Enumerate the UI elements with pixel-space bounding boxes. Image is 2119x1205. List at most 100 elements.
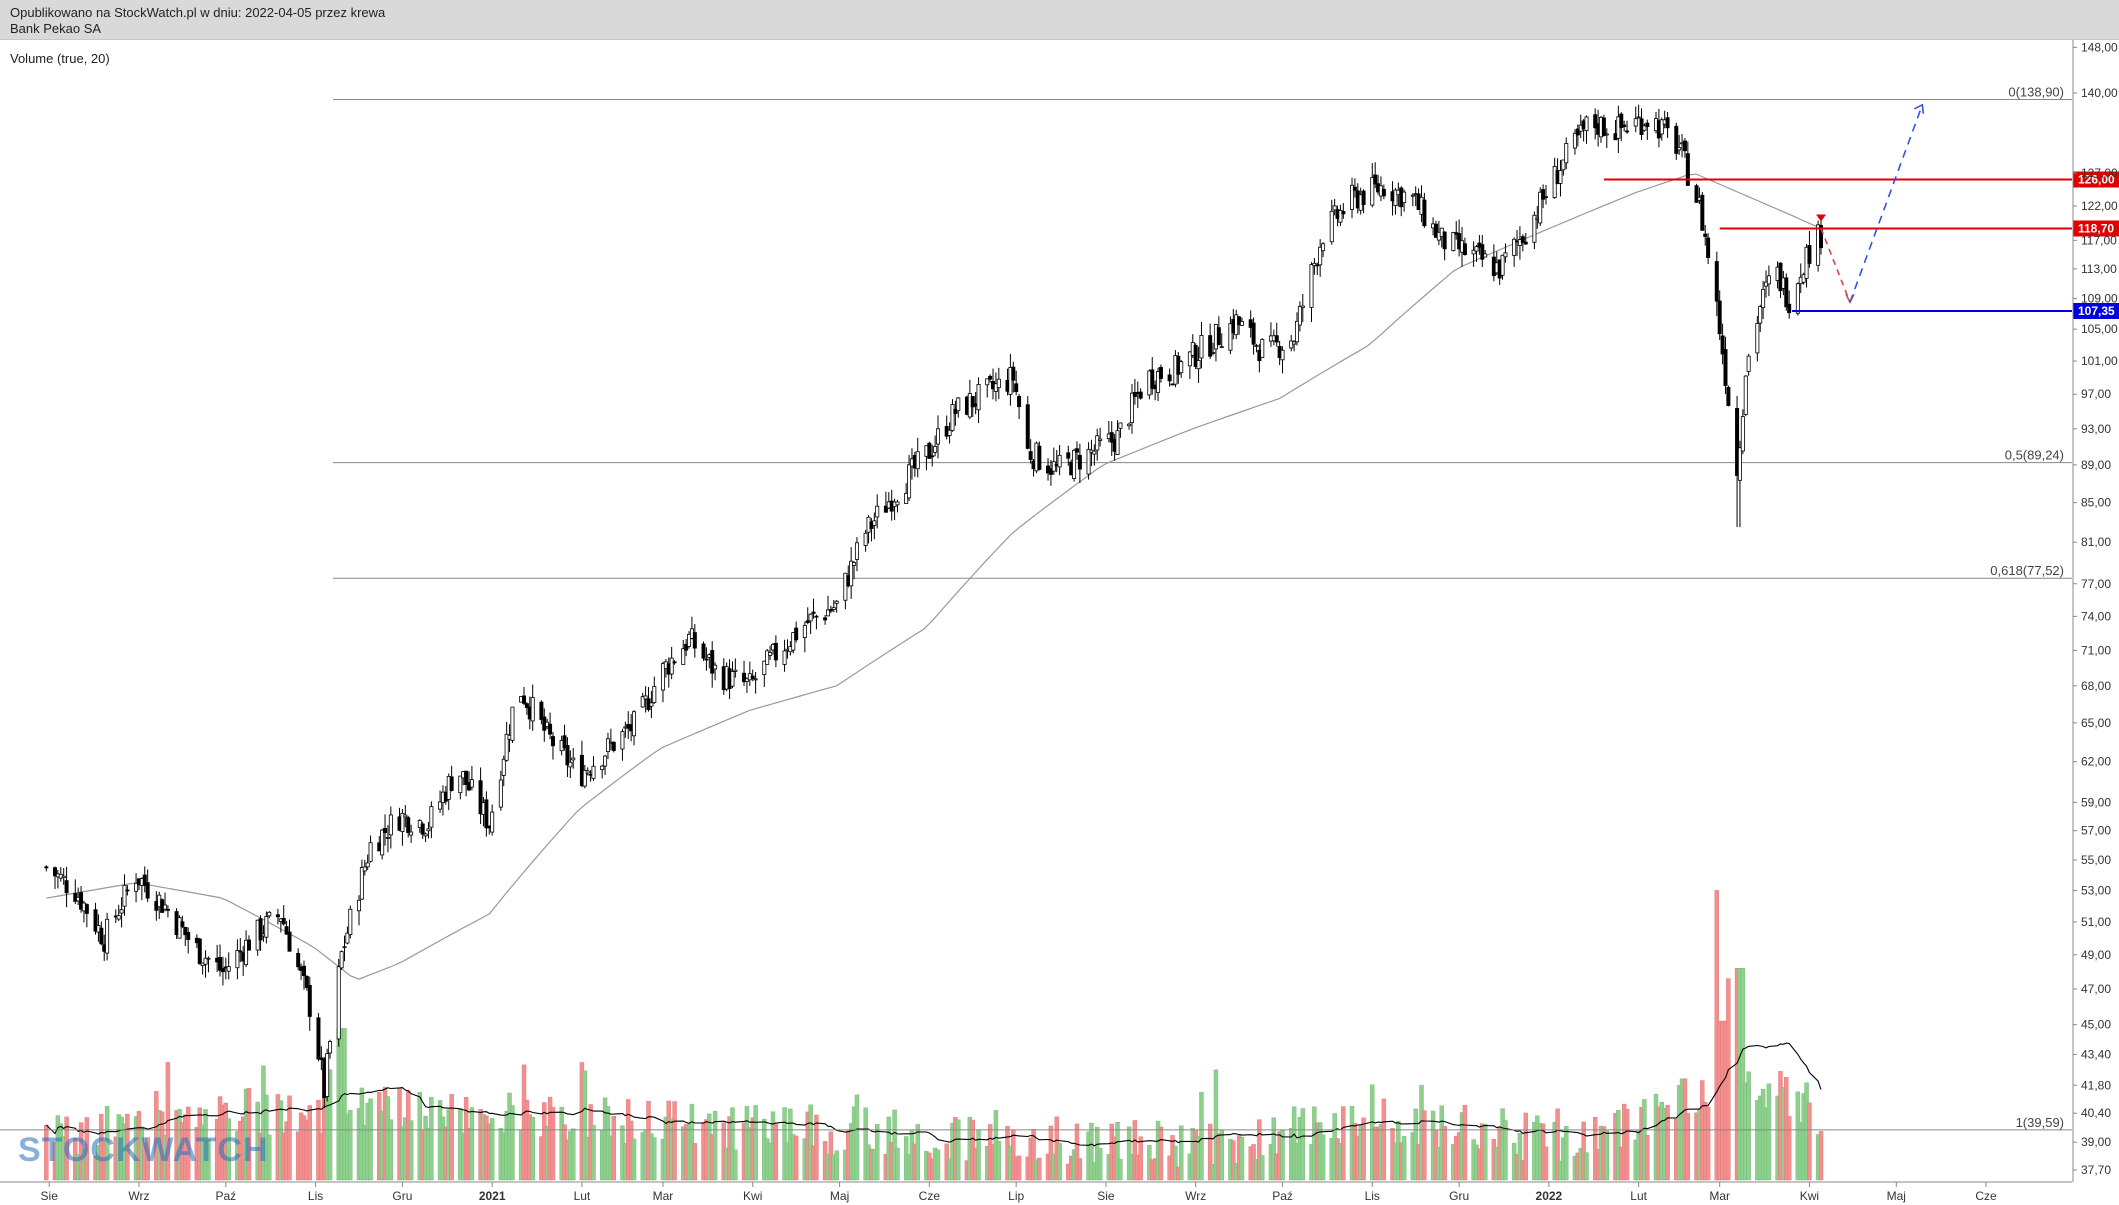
candle-body (163, 904, 168, 910)
candle-body (1341, 211, 1346, 215)
volume-bar (1543, 1146, 1549, 1181)
candle-body (828, 609, 833, 612)
candle-body (669, 657, 674, 675)
candle-body (1216, 327, 1221, 346)
candle-body (1057, 454, 1062, 468)
volume-bar (875, 1123, 880, 1181)
y-tick-label: 122,00 (2081, 199, 2118, 213)
candle-body (388, 814, 393, 836)
candle-body (1538, 191, 1543, 224)
candle-body (275, 914, 280, 918)
volume-ma-line (45, 1042, 1822, 1147)
instrument-name: Bank Pekao SA (10, 21, 102, 36)
candle-body (571, 757, 576, 761)
candle-body (591, 765, 596, 779)
candle-body (1199, 335, 1204, 359)
candle-body (1332, 205, 1337, 211)
candle-body (1700, 194, 1705, 231)
volume-indicator-label: Volume (true, 20) (10, 51, 110, 66)
candle-body (420, 823, 425, 835)
volume-bar (689, 1103, 695, 1181)
candle-body (1098, 438, 1103, 441)
candle-body (620, 731, 625, 750)
x-tick-label: Cze (919, 1189, 941, 1203)
volume-bar (1381, 1098, 1387, 1181)
volume-bar (1726, 978, 1731, 1181)
volume-bar (1300, 1108, 1305, 1181)
volume-bar (1482, 1123, 1488, 1181)
candle-body (504, 733, 509, 761)
candle-body (1011, 366, 1016, 381)
candle-body (1572, 132, 1577, 149)
volume-bar (1260, 1155, 1265, 1181)
volume-bar (1320, 1134, 1326, 1181)
candle-body (220, 967, 225, 973)
candle-body (1127, 423, 1132, 427)
volume-bar (1705, 1106, 1711, 1181)
candle-body (1138, 391, 1143, 399)
candle-body (145, 882, 150, 899)
volume-bar (1048, 1125, 1054, 1181)
candle-body (177, 917, 182, 939)
volume-bar (1158, 1126, 1164, 1181)
y-tick-label: 148,00 (2081, 40, 2118, 54)
candle-body (1150, 369, 1155, 389)
candle-body (501, 758, 506, 776)
candle-body (44, 866, 49, 869)
candle-body (1723, 349, 1728, 387)
volume-bar (1740, 968, 1746, 1181)
volume-bar (582, 1070, 588, 1181)
header-bar: Opublikowano na StockWatch.pl w dniu: 20… (0, 0, 2119, 40)
volume-bar (1786, 1116, 1792, 1181)
candle-body (165, 908, 170, 911)
candle-body (1074, 448, 1079, 453)
resistance-price-tag (2073, 171, 2119, 188)
candle-body (1118, 422, 1123, 429)
volume-bar (996, 1140, 1002, 1181)
candle-body (1350, 184, 1355, 210)
y-tick-label: 85,00 (2081, 496, 2111, 510)
candle-body (238, 950, 243, 953)
candle-body (64, 880, 69, 894)
candle-body (1051, 461, 1056, 472)
candle-body (1703, 233, 1708, 237)
candle-body (342, 946, 347, 949)
candle-body (791, 632, 796, 651)
candle-body (733, 669, 738, 672)
candle-body (1132, 392, 1137, 397)
candle-body (183, 926, 188, 936)
candle-body (1274, 335, 1279, 343)
candle-body (1422, 199, 1427, 227)
candle-body (125, 889, 130, 892)
volume-bar (1685, 1113, 1691, 1181)
candle-body (1393, 189, 1398, 206)
resistance-price-label: 126,00 (2078, 172, 2115, 186)
volume-bar (368, 1098, 373, 1181)
y-tick-label: 55,00 (2081, 853, 2111, 867)
volume-bar (348, 1110, 353, 1181)
candle-body (1593, 114, 1598, 129)
volume-bar (1271, 1117, 1277, 1181)
candle-body (1480, 244, 1485, 260)
candle-body (1807, 245, 1812, 264)
volume-bar (753, 1105, 758, 1181)
candle-body (852, 562, 857, 566)
candle-body (403, 814, 408, 818)
volume-bar (895, 1147, 900, 1181)
candle-body (1381, 188, 1386, 197)
candle-body (1156, 371, 1161, 393)
volume-bar (1818, 1131, 1824, 1181)
candle-body (927, 442, 932, 459)
candle-body (947, 429, 952, 436)
volume-bar (1126, 1126, 1132, 1181)
volume-bar (915, 1124, 920, 1181)
candle-body (582, 770, 587, 787)
candle-body (287, 931, 292, 952)
y-tick-label: 41,80 (2081, 1078, 2111, 1092)
candle-body (1187, 351, 1192, 367)
candle-body (1219, 346, 1224, 349)
volume-bar (1564, 1126, 1569, 1181)
candle-body (1297, 306, 1302, 326)
candle-body (1410, 194, 1415, 197)
